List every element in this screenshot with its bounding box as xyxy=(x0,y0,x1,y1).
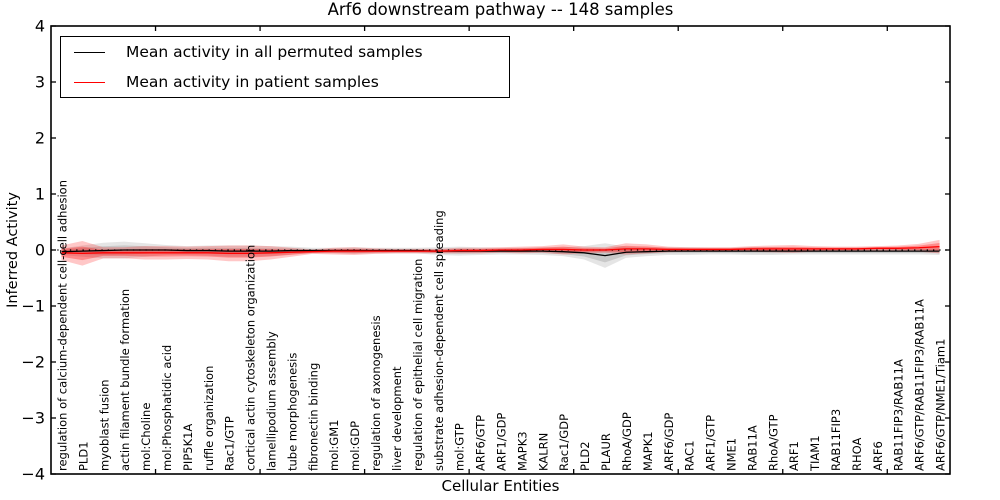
x-category-label: mol:GDP xyxy=(348,421,362,471)
x-category-label: ARF1/GDP xyxy=(495,413,509,471)
x-category-label: PIP5K1A xyxy=(181,424,195,471)
x-category-label: regulation of calcium-dependent cell-cel… xyxy=(55,180,69,471)
x-category-label: liver development xyxy=(390,366,404,471)
y-tick-label: −2 xyxy=(21,353,45,372)
y-tick-label: −1 xyxy=(21,297,45,316)
x-category-label: myoblast fusion xyxy=(97,379,111,471)
x-category-label: mol:GM1 xyxy=(327,420,341,471)
x-category-label: fibronectin binding xyxy=(306,363,320,471)
x-category-label: TIAM1 xyxy=(808,435,822,472)
x-category-label: ARF6/GTP/RAB11FIP3/RAB11A xyxy=(913,299,927,471)
y-tick-label: −4 xyxy=(21,465,45,484)
x-category-label: cortical actin cytoskeleton organization xyxy=(244,245,258,471)
x-category-label: PLD1 xyxy=(76,441,90,471)
legend-label-permuted: Mean activity in all permuted samples xyxy=(126,43,423,61)
y-tick-label: 2 xyxy=(35,129,45,148)
y-tick-label: 3 xyxy=(35,73,45,92)
x-category-label: RHOA xyxy=(850,438,864,471)
x-category-label: NME1 xyxy=(724,438,738,471)
x-category-label: regulation of axonogenesis xyxy=(369,315,383,471)
y-tick-label: 1 xyxy=(35,185,45,204)
x-category-label: mol:Choline xyxy=(139,403,153,471)
patient-mean-line xyxy=(61,245,940,255)
legend-entry-patient: Mean activity in patient samples xyxy=(61,67,509,97)
legend-entry-permuted: Mean activity in all permuted samples xyxy=(61,37,509,67)
x-category-label: ARF1/GTP xyxy=(704,415,718,471)
x-category-label: mol:GTP xyxy=(453,423,467,471)
x-category-label: lamellipodium assembly xyxy=(265,331,279,471)
x-category-label: PLAUR xyxy=(599,433,613,471)
x-category-label: mol:Phosphatidic acid xyxy=(160,345,174,471)
x-category-label: regulation of epithelial cell migration xyxy=(411,259,425,471)
permuted-band-outer xyxy=(61,241,940,268)
x-category-label: RAC1 xyxy=(683,440,697,471)
x-category-label: Rac1/GTP xyxy=(223,416,237,471)
x-category-label: MAPK1 xyxy=(641,431,655,471)
chart-title: Arf6 downstream pathway -- 148 samples xyxy=(327,0,674,19)
x-category-label: ARF1 xyxy=(787,441,801,471)
x-category-label: RhoA/GTP xyxy=(766,414,780,471)
x-category-label: actin filament bundle formation xyxy=(118,289,132,471)
permuted-mean-line xyxy=(61,249,940,257)
x-category-label: tube morphogenesis xyxy=(285,353,299,471)
x-category-label: ruffle organization xyxy=(202,366,216,471)
legend: Mean activity in all permuted samples Me… xyxy=(60,36,510,98)
y-tick-label: −3 xyxy=(21,409,45,428)
legend-label-patient: Mean activity in patient samples xyxy=(126,73,379,91)
x-category-label: MAPK3 xyxy=(515,431,529,471)
x-category-label: RAB11FIP3 xyxy=(829,409,843,471)
x-category-label: PLD2 xyxy=(578,441,592,471)
y-tick-label: 0 xyxy=(35,241,45,260)
patient-line-swatch xyxy=(74,81,105,83)
patient-band-outer xyxy=(61,239,940,266)
x-category-label: KALRN xyxy=(536,433,550,471)
x-category-label: substrate adhesion-dependent cell spread… xyxy=(432,210,446,471)
x-category-label: ARF6 xyxy=(871,441,885,471)
x-category-label: RAB11FIP3/RAB11A xyxy=(892,359,906,471)
y-axis-label: Inferred Activity xyxy=(5,192,21,308)
y-tick-label: 4 xyxy=(35,17,45,36)
x-axis-label: Cellular Entities xyxy=(441,477,560,495)
x-category-label: RAB11A xyxy=(745,425,759,471)
x-category-label: Rac1/GDP xyxy=(557,414,571,471)
x-category-label: ARF6/GTP xyxy=(474,415,488,471)
permuted-line-swatch xyxy=(74,51,105,53)
x-category-label: ARF6/GDP xyxy=(662,413,676,471)
x-category-label: ARF6/GTP/NME1/Tiam1 xyxy=(934,339,948,471)
x-category-label: RhoA/GDP xyxy=(620,412,634,471)
